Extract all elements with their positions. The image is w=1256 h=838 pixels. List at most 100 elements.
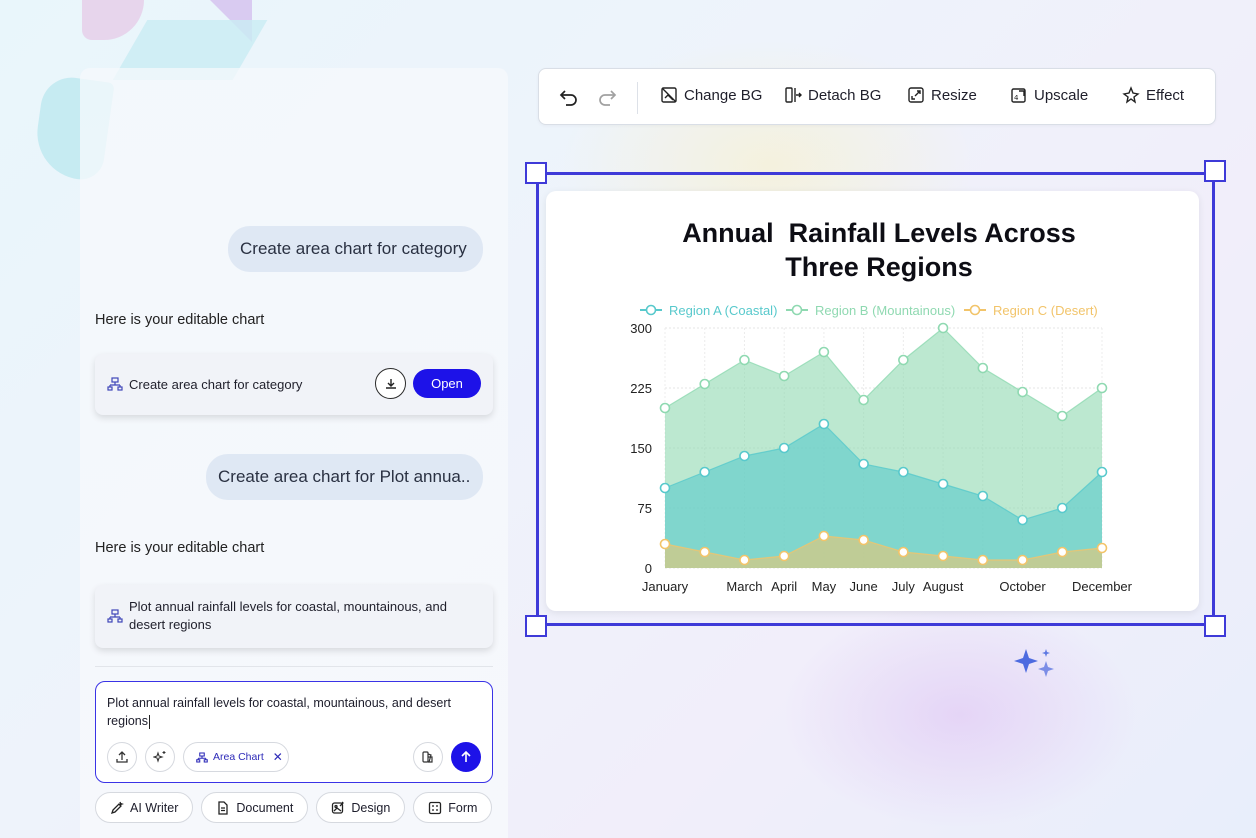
x-tick-label: August xyxy=(923,579,964,594)
selection-frame[interactable] xyxy=(536,172,1215,626)
prompt-composer[interactable]: Plot annual rainfall levels for coastal,… xyxy=(95,681,493,783)
form-button[interactable]: Form xyxy=(413,792,493,823)
data-point xyxy=(858,394,869,406)
download-button[interactable] xyxy=(375,368,406,399)
data-point xyxy=(739,354,750,366)
user-message: Create area chart for category xyxy=(228,226,483,272)
data-point xyxy=(659,538,671,550)
y-tick-label: 225 xyxy=(630,381,652,396)
tool-label: Document xyxy=(236,800,294,815)
resize-icon xyxy=(908,87,924,103)
download-icon xyxy=(385,378,396,389)
design-icon xyxy=(332,801,345,814)
data-point xyxy=(977,490,989,502)
data-point xyxy=(699,546,711,558)
data-point xyxy=(818,530,830,542)
data-point xyxy=(977,554,989,566)
data-point xyxy=(739,554,750,566)
prompt-input[interactable]: Plot annual rainfall levels for coastal,… xyxy=(107,694,477,730)
sparkle-icon xyxy=(153,751,166,763)
y-tick-label: 75 xyxy=(638,501,652,516)
user-message: Create area chart for Plot annua.. xyxy=(206,454,483,500)
toolbar-label: Detach BG xyxy=(808,86,882,104)
data-point xyxy=(739,450,750,462)
resize-handle-bottom-right[interactable] xyxy=(1204,615,1226,637)
magic-button[interactable] xyxy=(145,742,175,772)
data-point xyxy=(1017,386,1028,398)
data-point xyxy=(1056,410,1068,422)
card-title: Create area chart for category xyxy=(129,377,303,392)
chip-label: Area Chart xyxy=(213,751,264,763)
chart-icon xyxy=(196,751,208,763)
document-icon xyxy=(218,800,229,815)
upscale-icon: 4 xyxy=(1011,88,1026,103)
data-point xyxy=(1096,542,1108,554)
area-region-a xyxy=(665,424,1102,568)
chart-icon xyxy=(107,609,123,623)
legend-marker xyxy=(791,304,803,316)
effect-icon xyxy=(1122,86,1140,104)
background-glow xyxy=(780,600,1140,830)
data-point xyxy=(937,322,949,334)
data-point xyxy=(1096,382,1108,394)
data-point xyxy=(937,478,949,490)
legend-label: Region A (Coastal) xyxy=(669,303,777,318)
data-point xyxy=(1056,502,1068,514)
legend-label: Region C (Desert) xyxy=(993,303,1098,318)
upload-button[interactable] xyxy=(107,742,137,772)
series-line xyxy=(664,423,1103,521)
palette-icon xyxy=(422,751,433,763)
x-tick-label: October xyxy=(999,579,1046,594)
resize-button[interactable]: Resize xyxy=(907,86,977,104)
undo-icon[interactable] xyxy=(558,86,580,108)
close-icon[interactable]: ✕ xyxy=(272,750,283,764)
toolbar-label: Upscale xyxy=(1034,86,1089,104)
change-bg-button[interactable]: Change BG xyxy=(660,86,762,104)
chart-type-chip[interactable]: Area Chart ✕ xyxy=(183,742,289,772)
legend-marker xyxy=(645,304,657,316)
open-button[interactable]: Open xyxy=(413,369,481,398)
image-toolbar: Change BG Detach BG Resize 4 Upscale Eff… xyxy=(538,68,1216,125)
resize-handle-top-right[interactable] xyxy=(1204,160,1226,182)
x-tick-label: June xyxy=(850,579,878,594)
design-button[interactable]: Design xyxy=(316,792,406,823)
data-point xyxy=(778,550,790,562)
data-point xyxy=(858,458,869,470)
toolbar-label: Resize xyxy=(931,86,977,104)
detach-bg-button[interactable]: Detach BG xyxy=(784,86,881,104)
chart-result-card[interactable]: Create area chart for category Open xyxy=(95,354,493,415)
toolbar-separator xyxy=(637,82,638,114)
style-button[interactable] xyxy=(413,742,443,772)
resize-handle-bottom-left[interactable] xyxy=(525,615,547,637)
chart-title-line1: Annual Rainfall Levels Across xyxy=(682,218,1076,248)
detach-icon xyxy=(785,87,802,103)
series-line xyxy=(664,535,1103,561)
pen-icon xyxy=(110,801,124,814)
y-tick-label: 150 xyxy=(630,441,652,456)
chart-result-card[interactable]: Plot annual rainfall levels for coastal,… xyxy=(95,585,493,648)
text-caret xyxy=(149,714,150,729)
resize-handle-top-left[interactable] xyxy=(525,162,547,184)
card-title: Plot annual rainfall levels for coastal,… xyxy=(129,599,447,632)
data-point xyxy=(778,370,790,382)
series-line xyxy=(664,327,1103,417)
tool-label: Design xyxy=(351,800,391,815)
upscale-button[interactable]: 4 Upscale xyxy=(1010,86,1088,104)
x-tick-label: April xyxy=(771,579,797,594)
svg-text:4: 4 xyxy=(1014,94,1019,102)
assistant-reply: Here is your editable chart xyxy=(95,312,265,328)
assistant-reply: Here is your editable chart xyxy=(95,540,265,556)
data-point xyxy=(659,402,671,414)
data-point xyxy=(778,442,790,454)
upload-icon xyxy=(116,751,128,763)
send-button[interactable] xyxy=(451,742,481,772)
ai-writer-button[interactable]: AI Writer xyxy=(95,792,194,823)
document-button[interactable]: Document xyxy=(201,792,309,823)
redo-icon[interactable] xyxy=(596,86,618,108)
tool-shortcuts: AI Writer Document Design Form xyxy=(95,792,493,823)
data-point xyxy=(977,362,989,374)
effect-button[interactable]: Effect xyxy=(1122,86,1184,104)
y-tick-label: 0 xyxy=(645,561,652,576)
toolbar-label: Change BG xyxy=(684,86,763,104)
sparkle-icon xyxy=(1014,649,1054,677)
